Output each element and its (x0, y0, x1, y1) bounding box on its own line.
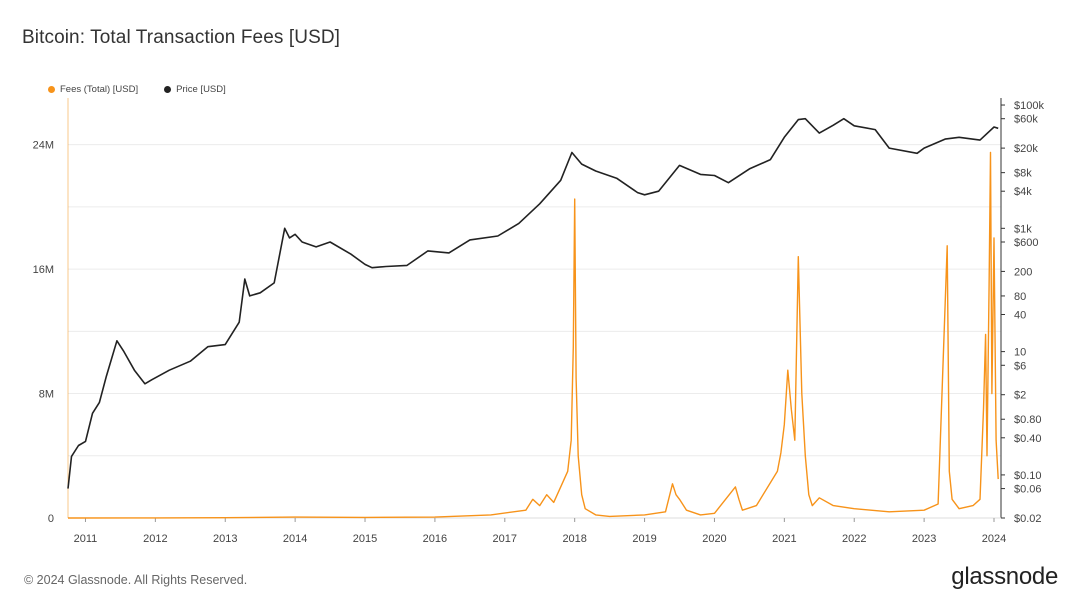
legend-item-price[interactable]: Price [USD] (164, 84, 226, 95)
right-axis-tick: $20k (1014, 143, 1038, 155)
legend-label-price: Price [USD] (176, 84, 226, 95)
left-axis-tick: 0 (48, 513, 54, 525)
right-axis-tick: $2 (1014, 390, 1026, 402)
right-axis-tick: $600 (1014, 237, 1038, 249)
right-axis-tick: $1k (1014, 223, 1032, 235)
legend-swatch-price (164, 86, 172, 93)
x-axis-tick: 2021 (772, 533, 796, 545)
left-axis-tick: 8M (39, 389, 54, 401)
series-fees-line (67, 151, 999, 519)
right-axis-tick: $8k (1014, 168, 1032, 180)
right-axis-tick: 40 (1014, 309, 1026, 321)
x-axis-tick: 2020 (702, 533, 726, 545)
right-axis-tick: $0.80 (1014, 414, 1042, 426)
brand-logo: glassnode (951, 563, 1058, 590)
legend-label-fees: Fees (Total) [USD] (60, 84, 139, 95)
legend-swatch-fees (48, 86, 55, 93)
x-axis-tick: 2023 (912, 533, 936, 545)
right-axis-tick: $0.10 (1014, 470, 1042, 482)
left-axis-tick: 24M (33, 140, 54, 152)
chart-legend: Fees (Total) [USD] Price [USD] (48, 84, 226, 95)
x-axis-tick: 2022 (842, 533, 866, 545)
chart-title: Bitcoin: Total Transaction Fees [USD] (22, 27, 341, 48)
right-axis-tick: 80 (1014, 291, 1026, 303)
legend-item-fees[interactable]: Fees (Total) [USD] (48, 84, 138, 95)
x-axis-tick: 2014 (283, 533, 307, 545)
copyright-text: © 2024 Glassnode. All Rights Reserved. (24, 573, 248, 587)
right-axis-tick: 200 (1014, 266, 1032, 278)
right-axis-tick: $6 (1014, 360, 1026, 372)
x-axis-tick: 2015 (353, 533, 377, 545)
x-axis-tick: 2019 (632, 533, 656, 545)
right-axis-tick: $0.06 (1014, 484, 1042, 496)
right-axis-tick: $100k (1014, 100, 1044, 112)
series-price-line (67, 117, 999, 489)
x-axis-tick: 2024 (982, 533, 1006, 545)
right-axis-tick: $4k (1014, 186, 1032, 198)
x-axis-tick: 2013 (213, 533, 237, 545)
left-axis-tick: 16M (33, 264, 54, 276)
x-axis-tick: 2011 (74, 533, 98, 545)
right-axis-tick: $0.02 (1014, 513, 1042, 525)
right-axis-tick: $0.40 (1014, 433, 1042, 445)
x-axis-tick: 2012 (143, 533, 167, 545)
right-axis-tick: $60k (1014, 114, 1038, 126)
x-axis-tick: 2017 (493, 533, 517, 545)
right-axis-tick: 10 (1014, 347, 1026, 359)
x-axis-tick: 2016 (423, 533, 447, 545)
x-axis-tick: 2018 (562, 533, 586, 545)
